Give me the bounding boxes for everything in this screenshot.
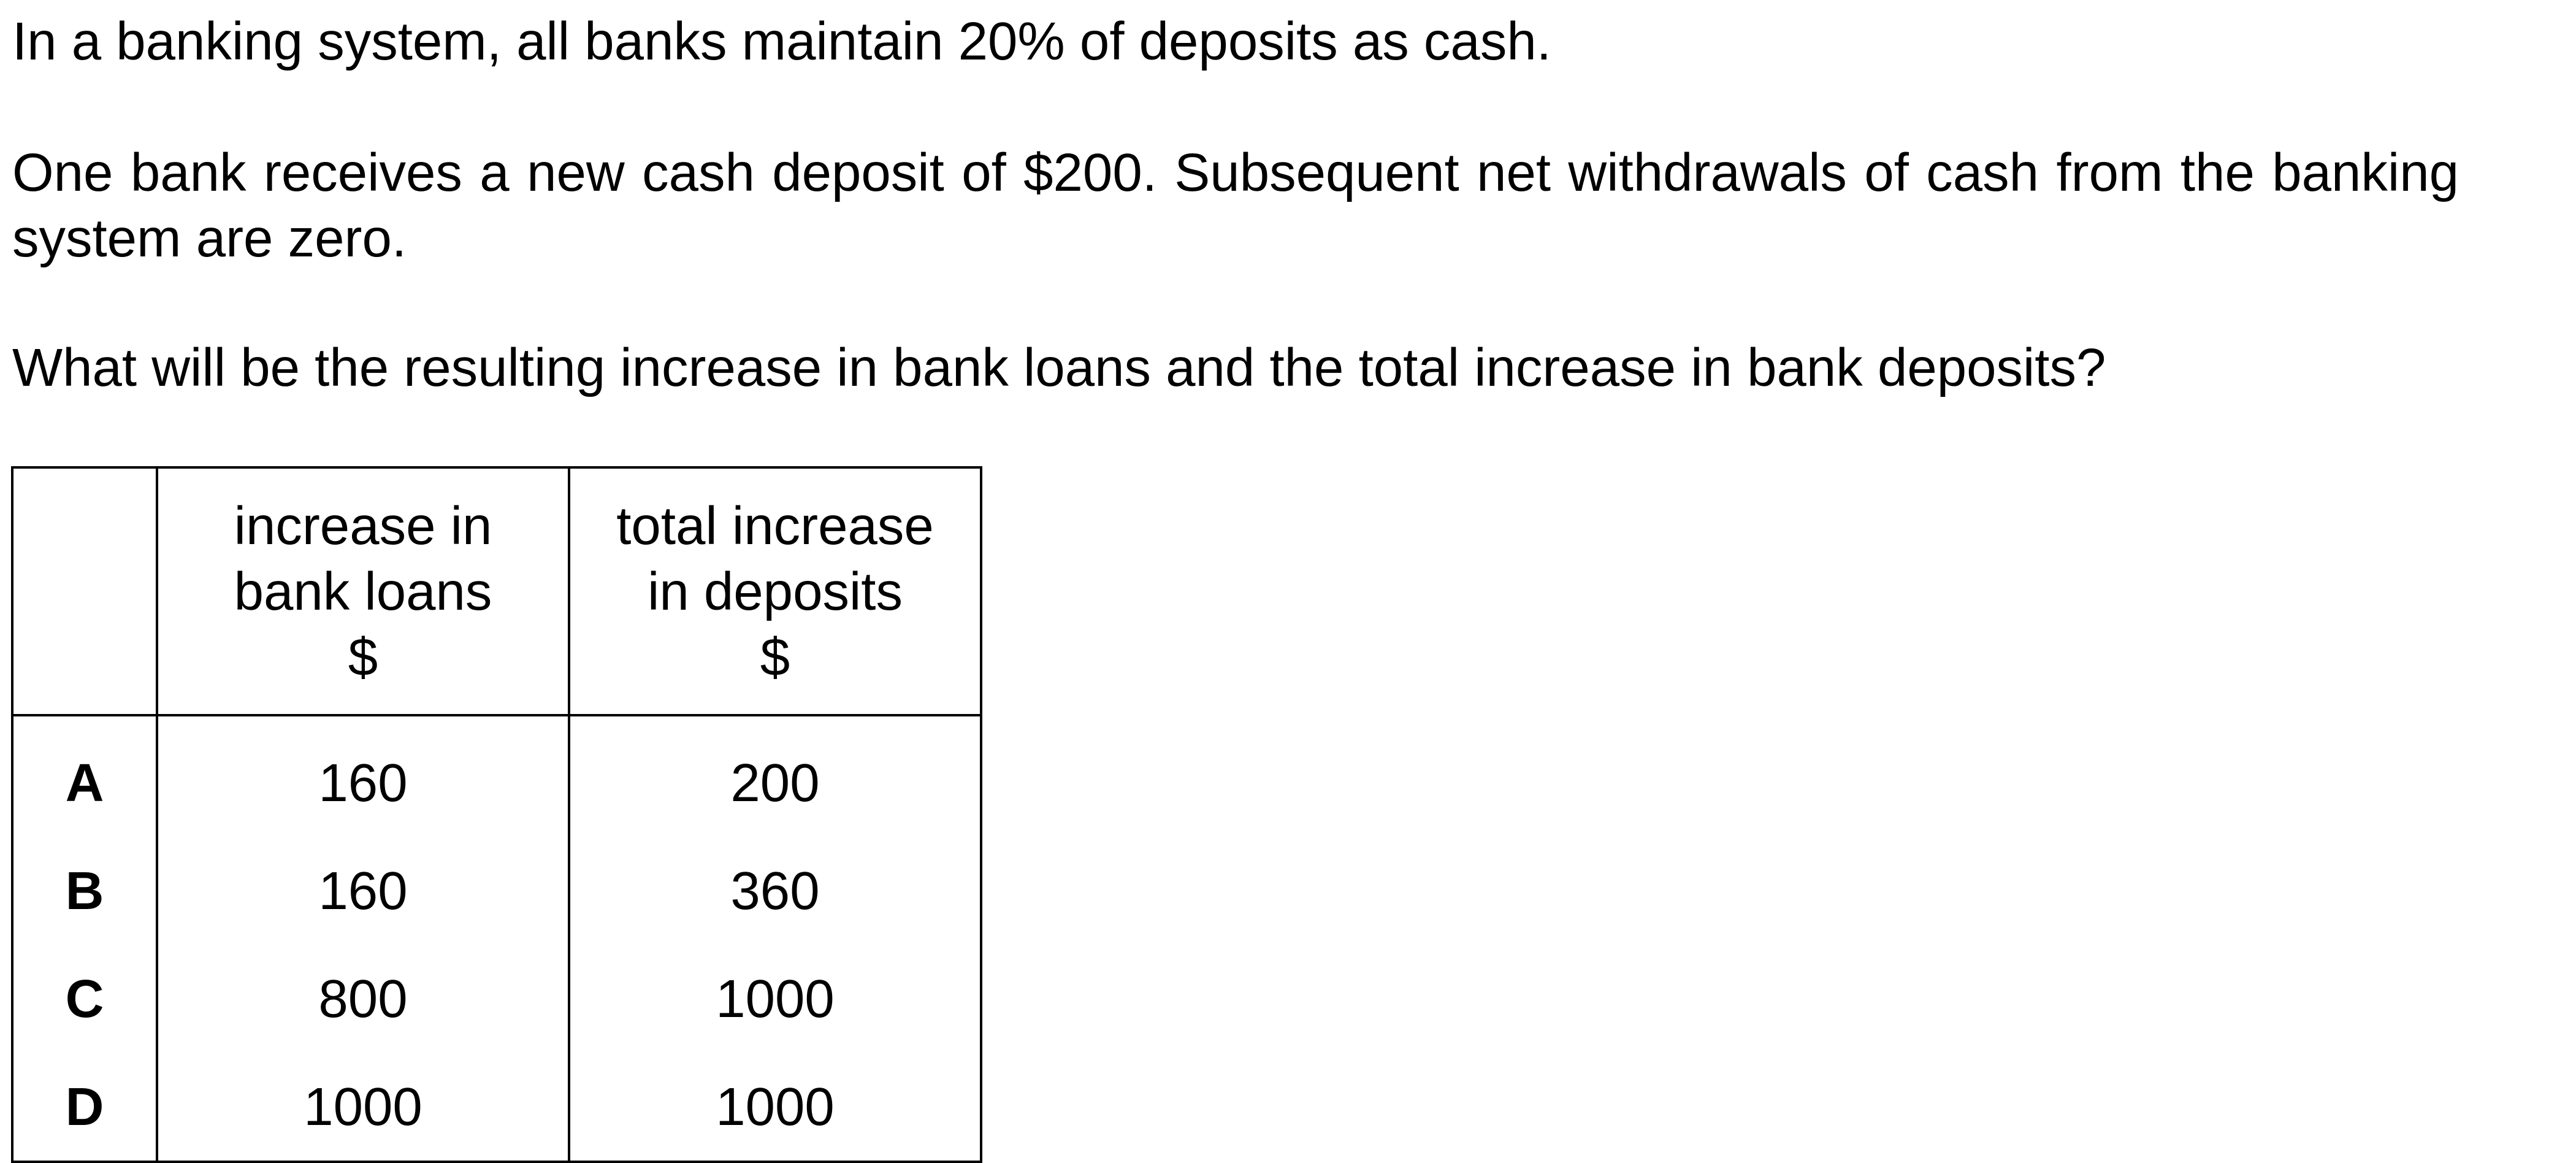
header-letter-cell bbox=[11, 466, 158, 716]
header-bank-loans-line-1: increase in bbox=[234, 496, 492, 556]
option-c-loans: 800 bbox=[156, 945, 570, 1053]
table-row-d: D 1000 1000 bbox=[11, 1053, 982, 1163]
option-letter-d: D bbox=[11, 1053, 158, 1163]
header-bank-loans-line-2: bank loans bbox=[234, 561, 492, 621]
header-bank-loans-unit: $ bbox=[348, 627, 378, 687]
option-b-loans: 160 bbox=[156, 837, 570, 945]
option-d-deposits: 1000 bbox=[568, 1053, 982, 1163]
table-header-row: increase in bank loans $ total increase … bbox=[11, 466, 982, 716]
header-total-deposits-line-1: total increase bbox=[616, 496, 934, 556]
question-paragraph-3: What will be the resulting increase in b… bbox=[12, 338, 2106, 397]
header-total-deposits-line-2: in deposits bbox=[648, 561, 903, 621]
question-paragraph-2: One bank receives a new cash deposit of … bbox=[12, 143, 2459, 268]
option-a-deposits: 200 bbox=[568, 715, 982, 837]
option-a-loans: 160 bbox=[156, 715, 570, 837]
option-letter-a: A bbox=[11, 715, 158, 837]
option-d-loans: 1000 bbox=[156, 1053, 570, 1163]
option-letter-c: C bbox=[11, 945, 158, 1053]
question-paragraph-1: In a banking system, all banks maintain … bbox=[12, 12, 1551, 71]
header-total-deposits: total increase in deposits $ bbox=[568, 466, 982, 716]
answer-options-table: increase in bank loans $ total increase … bbox=[11, 466, 982, 1163]
option-b-deposits: 360 bbox=[568, 837, 982, 945]
table-row-a: A 160 200 bbox=[11, 715, 982, 837]
header-bank-loans: increase in bank loans $ bbox=[156, 466, 570, 716]
table-row-c: C 800 1000 bbox=[11, 945, 982, 1053]
table-row-b: B 160 360 bbox=[11, 837, 982, 945]
option-letter-b: B bbox=[11, 837, 158, 945]
header-total-deposits-unit: $ bbox=[760, 627, 790, 687]
option-c-deposits: 1000 bbox=[568, 945, 982, 1053]
